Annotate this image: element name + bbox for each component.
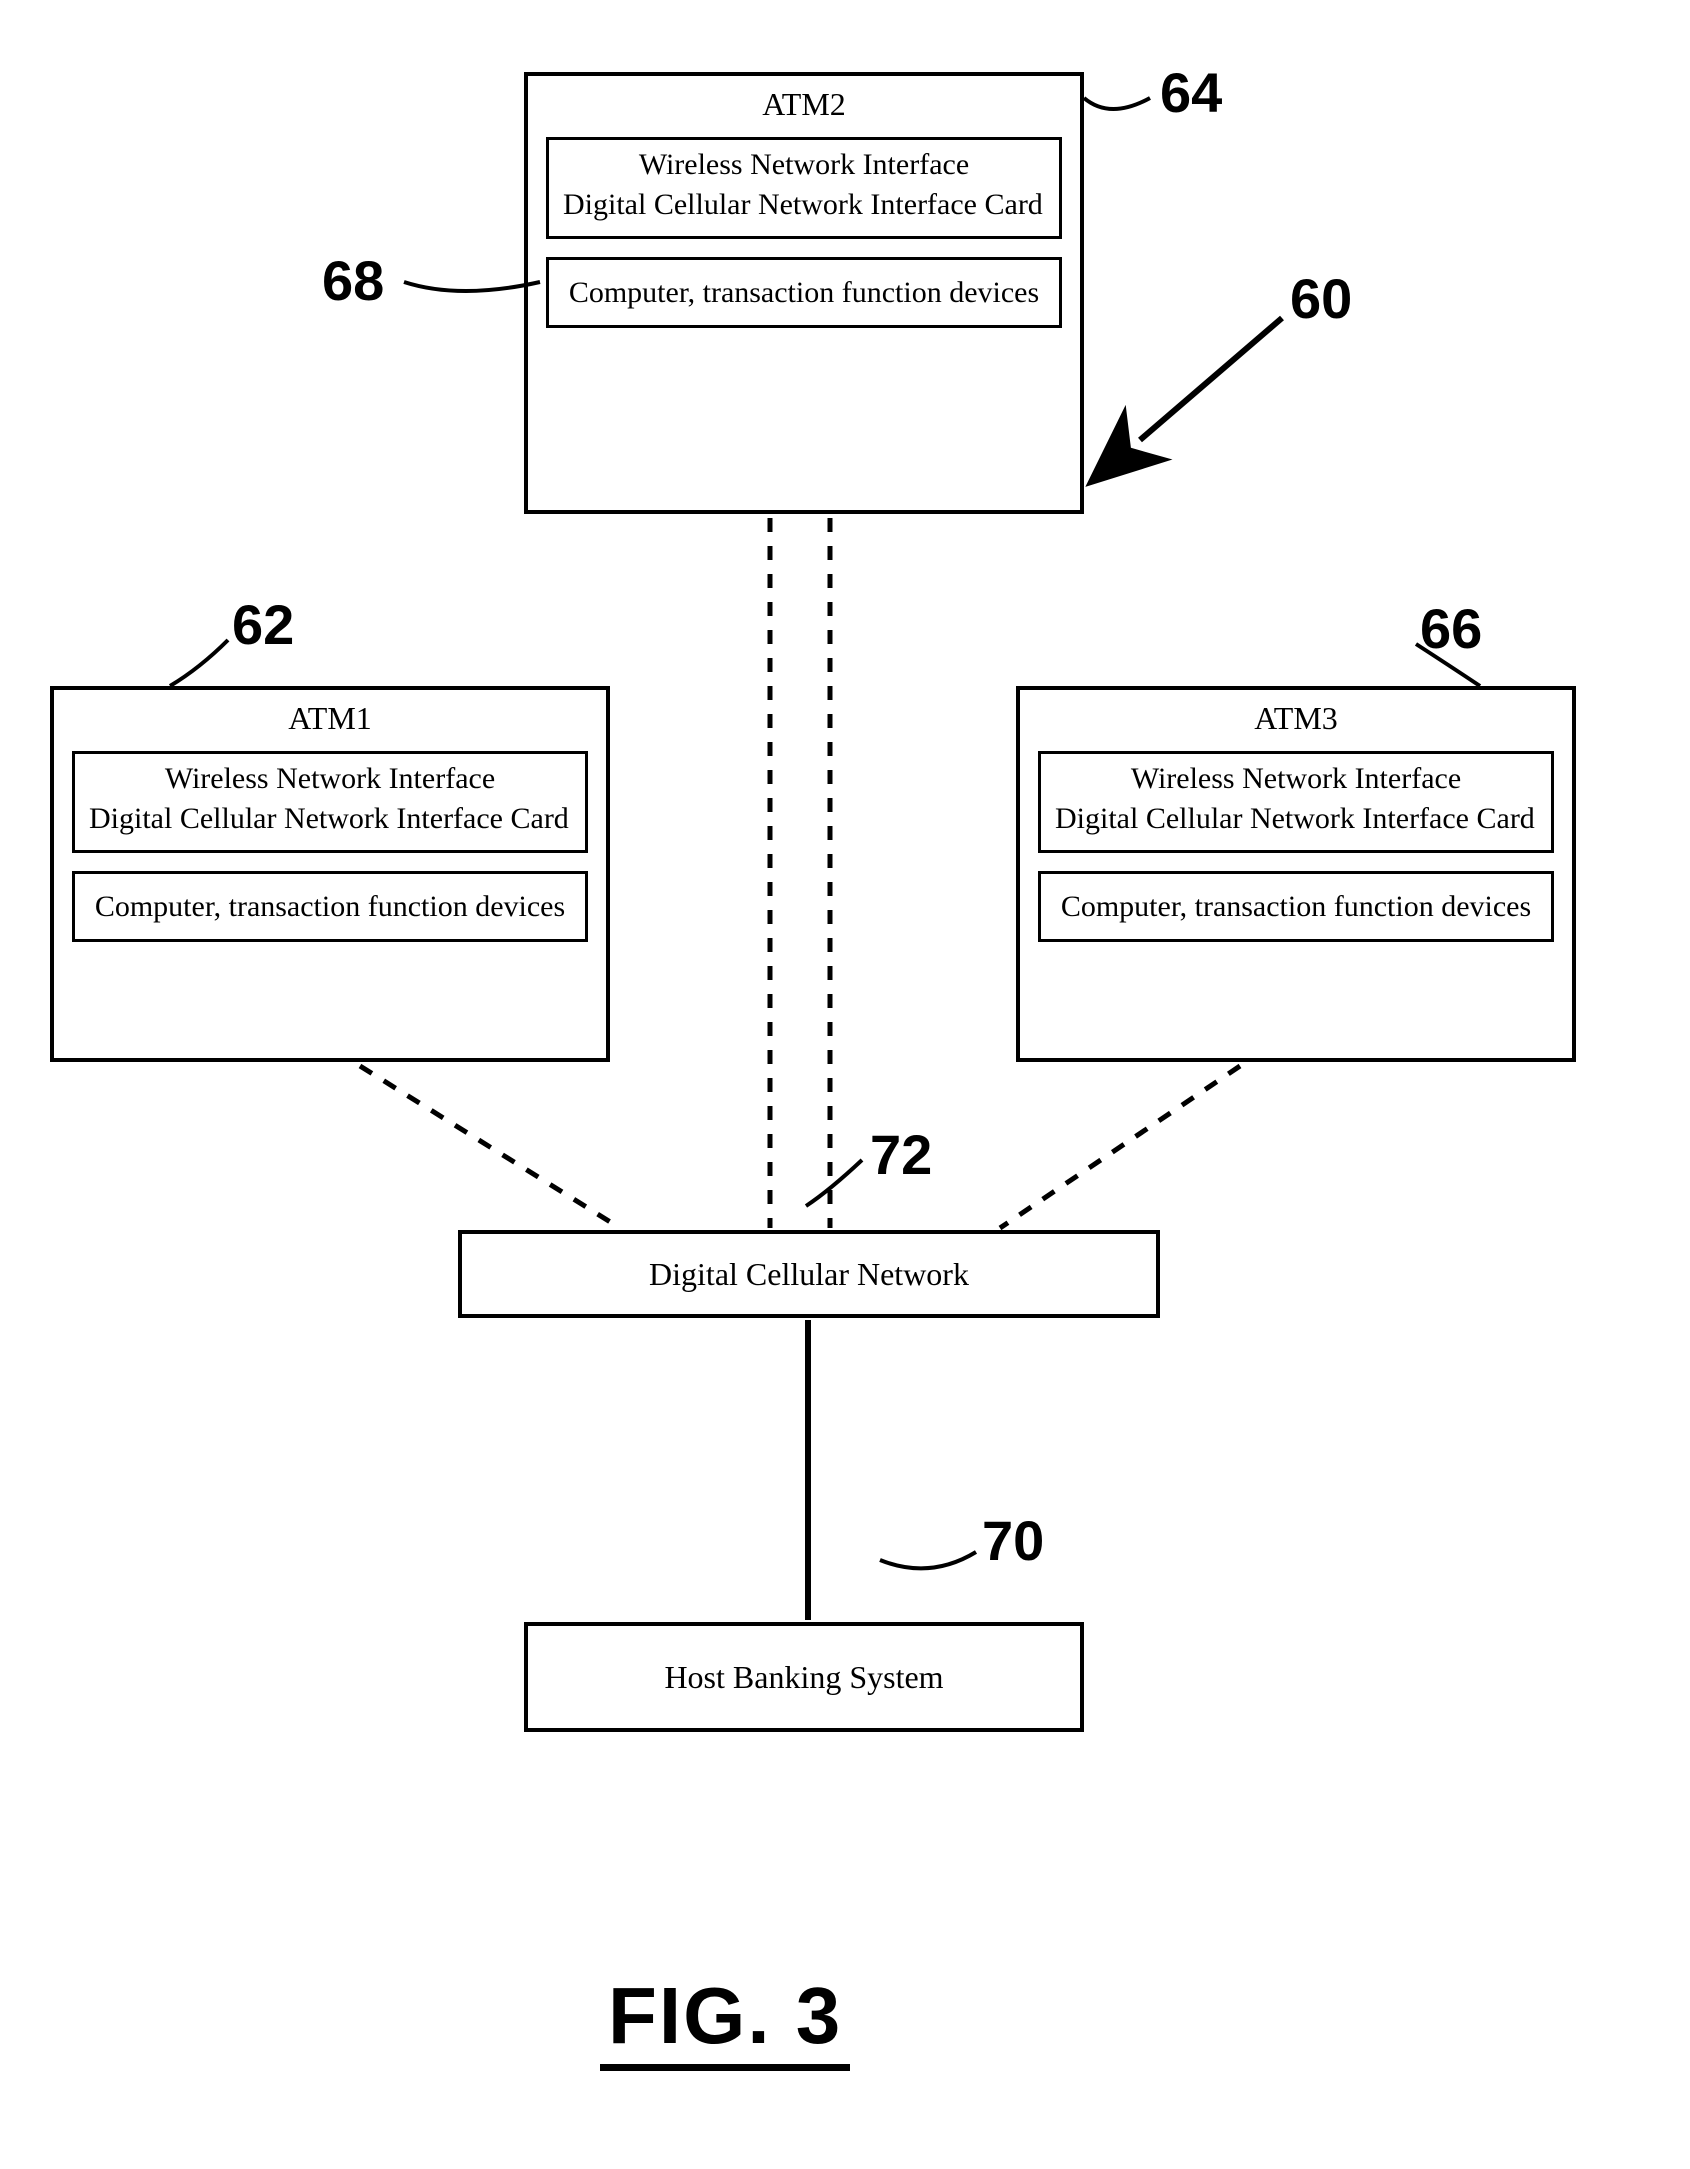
atm2-ctf-box: Computer, transaction function devices <box>546 257 1062 329</box>
atm3-wni-sub: Digital Cellular Network Interface Card <box>1041 800 1551 850</box>
atm1-wni-sub: Digital Cellular Network Interface Card <box>75 800 585 850</box>
figure-caption: FIG. 3 <box>600 1970 850 2071</box>
ref-66: 66 <box>1420 596 1482 661</box>
dcn-label: Digital Cellular Network <box>649 1256 969 1293</box>
atm3-wni-box: Wireless Network Interface Digital Cellu… <box>1038 751 1554 853</box>
atm3-ctf-text: Computer, transaction function devices <box>1041 874 1551 940</box>
atm1-title: ATM1 <box>54 690 606 751</box>
atm1-box: ATM1 Wireless Network Interface Digital … <box>50 686 610 1062</box>
atm3-box: ATM3 Wireless Network Interface Digital … <box>1016 686 1576 1062</box>
atm1-ctf-text: Computer, transaction function devices <box>75 874 585 940</box>
atm3-ctf-box: Computer, transaction function devices <box>1038 871 1554 943</box>
ref-64: 64 <box>1160 60 1222 125</box>
ref-60: 60 <box>1290 266 1352 331</box>
atm2-box: ATM2 Wireless Network Interface Digital … <box>524 72 1084 514</box>
host-box: Host Banking System <box>524 1622 1084 1732</box>
atm2-wni-sub: Digital Cellular Network Interface Card <box>549 186 1059 236</box>
ref-72: 72 <box>870 1122 932 1187</box>
atm1-ctf-box: Computer, transaction function devices <box>72 871 588 943</box>
ref-62: 62 <box>232 592 294 657</box>
atm2-title: ATM2 <box>528 76 1080 137</box>
host-label: Host Banking System <box>664 1659 943 1696</box>
atm1-wni-title: Wireless Network Interface <box>75 754 585 800</box>
dcn-box: Digital Cellular Network <box>458 1230 1160 1318</box>
atm3-title: ATM3 <box>1020 690 1572 751</box>
ref-70: 70 <box>982 1508 1044 1573</box>
ref-68: 68 <box>322 248 384 313</box>
atm2-ctf-text: Computer, transaction function devices <box>549 260 1059 326</box>
atm2-wni-box: Wireless Network Interface Digital Cellu… <box>546 137 1062 239</box>
atm3-wni-title: Wireless Network Interface <box>1041 754 1551 800</box>
atm2-wni-title: Wireless Network Interface <box>549 140 1059 186</box>
atm1-wni-box: Wireless Network Interface Digital Cellu… <box>72 751 588 853</box>
